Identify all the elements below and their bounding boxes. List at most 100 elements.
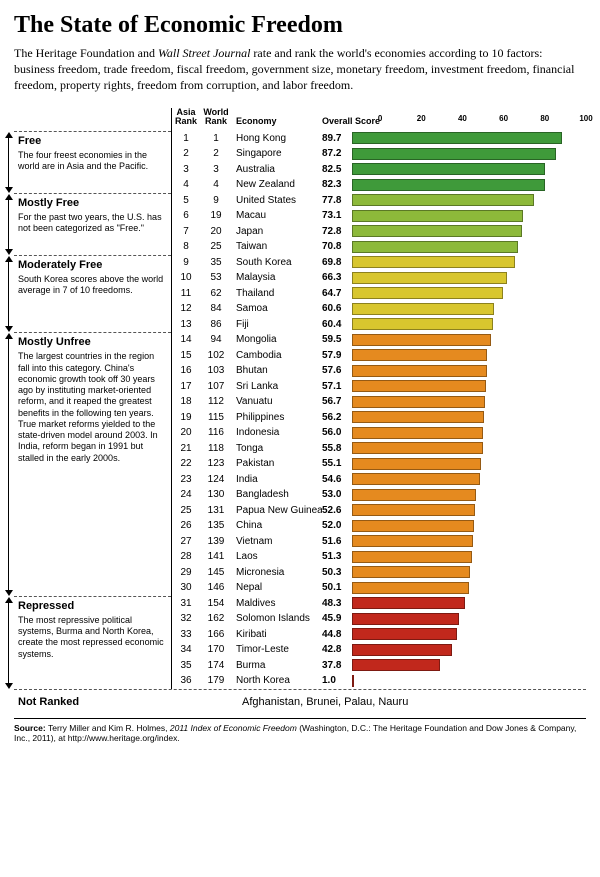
data-row: 21118Tonga55.8: [172, 440, 586, 456]
cell-score: 53.0: [322, 489, 352, 500]
bar-wrap: [352, 365, 586, 377]
cell-score: 1.0: [322, 675, 352, 686]
data-row: 1386Fiji60.4: [172, 316, 586, 332]
cell-world-rank: 4: [200, 179, 232, 190]
data-row: 22Singapore87.2: [172, 146, 586, 162]
bar: [352, 287, 503, 299]
cell-score: 50.3: [322, 567, 352, 578]
cell-world-rank: 2: [200, 148, 232, 159]
bar-wrap: [352, 148, 586, 160]
data-row: 22123Pakistan55.1: [172, 456, 586, 472]
intro-part-a: The Heritage Foundation and: [14, 46, 158, 60]
range-arrow-icon: [6, 194, 12, 255]
bar-wrap: [352, 644, 586, 656]
axis: 020406080100: [380, 115, 586, 127]
header-score: Overall Score: [322, 117, 380, 127]
cell-score: 56.0: [322, 427, 352, 438]
bar-wrap: [352, 520, 586, 532]
bar: [352, 194, 534, 206]
range-arrow-icon: [6, 333, 12, 596]
bar-wrap: [352, 380, 586, 392]
category-block: FreeThe four freest economies in the wor…: [14, 131, 171, 193]
cell-score: 87.2: [322, 148, 352, 159]
chart-area: FreeThe four freest economies in the wor…: [14, 108, 586, 689]
cell-economy: Singapore: [232, 148, 322, 159]
cell-economy: Pakistan: [232, 458, 322, 469]
cell-economy: Papua New Guinea: [232, 505, 322, 516]
bar-wrap: [352, 504, 586, 516]
cell-economy: Kiribati: [232, 629, 322, 640]
cell-world-rank: 131: [200, 505, 232, 516]
data-row: 24130Bangladesh53.0: [172, 487, 586, 503]
data-row: 34170Timor-Leste42.8: [172, 642, 586, 658]
category-block: Mostly UnfreeThe largest countries in th…: [14, 332, 171, 596]
cell-score: 42.8: [322, 644, 352, 655]
data-row: 935South Korea69.8: [172, 254, 586, 270]
cell-world-rank: 3: [200, 164, 232, 175]
cell-economy: Bhutan: [232, 365, 322, 376]
category-desc: The largest countries in the region fall…: [18, 351, 167, 464]
cell-asia-rank: 15: [172, 350, 200, 361]
data-row: 1162Thailand64.7: [172, 285, 586, 301]
cell-asia-rank: 10: [172, 272, 200, 283]
cell-economy: Indonesia: [232, 427, 322, 438]
cell-world-rank: 62: [200, 288, 232, 299]
bar: [352, 659, 440, 671]
bar-wrap: [352, 334, 586, 346]
bar-wrap: [352, 675, 586, 687]
cell-asia-rank: 16: [172, 365, 200, 376]
cell-world-rank: 166: [200, 629, 232, 640]
data-row: 26135China52.0: [172, 518, 586, 534]
cell-asia-rank: 7: [172, 226, 200, 237]
cell-economy: Sri Lanka: [232, 381, 322, 392]
cell-economy: Micronesia: [232, 567, 322, 578]
bar-wrap: [352, 396, 586, 408]
cell-asia-rank: 13: [172, 319, 200, 330]
cell-world-rank: 135: [200, 520, 232, 531]
data-row: 35174Burma37.8: [172, 657, 586, 673]
cell-score: 52.0: [322, 520, 352, 531]
category-block: Mostly FreeFor the past two years, the U…: [14, 193, 171, 255]
cell-economy: Vanuatu: [232, 396, 322, 407]
cell-economy: Mongolia: [232, 334, 322, 345]
data-row: 44New Zealand82.3: [172, 177, 586, 193]
bar: [352, 256, 515, 268]
data-row: 32162Solomon Islands45.9: [172, 611, 586, 627]
header-economy: Economy: [232, 117, 322, 127]
cell-score: 69.8: [322, 257, 352, 268]
bar-wrap: [352, 179, 586, 191]
category-desc: The most repressive political systems, B…: [18, 615, 167, 660]
cell-world-rank: 162: [200, 613, 232, 624]
bar-wrap: [352, 597, 586, 609]
category-block: Moderately FreeSouth Korea scores above …: [14, 255, 171, 333]
bar: [352, 442, 483, 454]
bar-wrap: [352, 659, 586, 671]
cell-score: 52.6: [322, 505, 352, 516]
bar-wrap: [352, 613, 586, 625]
cell-economy: New Zealand: [232, 179, 322, 190]
data-row: 36179North Korea1.0: [172, 673, 586, 689]
data-row: 23124India54.6: [172, 471, 586, 487]
cell-asia-rank: 6: [172, 210, 200, 221]
cell-score: 60.6: [322, 303, 352, 314]
cell-asia-rank: 31: [172, 598, 200, 609]
cell-economy: Tonga: [232, 443, 322, 454]
bar: [352, 365, 487, 377]
bar: [352, 210, 523, 222]
bar-wrap: [352, 225, 586, 237]
cell-score: 55.1: [322, 458, 352, 469]
cell-score: 50.1: [322, 582, 352, 593]
cell-asia-rank: 33: [172, 629, 200, 640]
bar-wrap: [352, 256, 586, 268]
bar: [352, 427, 483, 439]
cell-asia-rank: 18: [172, 396, 200, 407]
cell-score: 64.7: [322, 288, 352, 299]
cell-economy: China: [232, 520, 322, 531]
header-world-rank: World Rank: [200, 108, 232, 128]
cell-economy: India: [232, 474, 322, 485]
page-title: The State of Economic Freedom: [14, 12, 586, 39]
bar-wrap: [352, 349, 586, 361]
cell-economy: Samoa: [232, 303, 322, 314]
bar: [352, 163, 545, 175]
bar-wrap: [352, 163, 586, 175]
